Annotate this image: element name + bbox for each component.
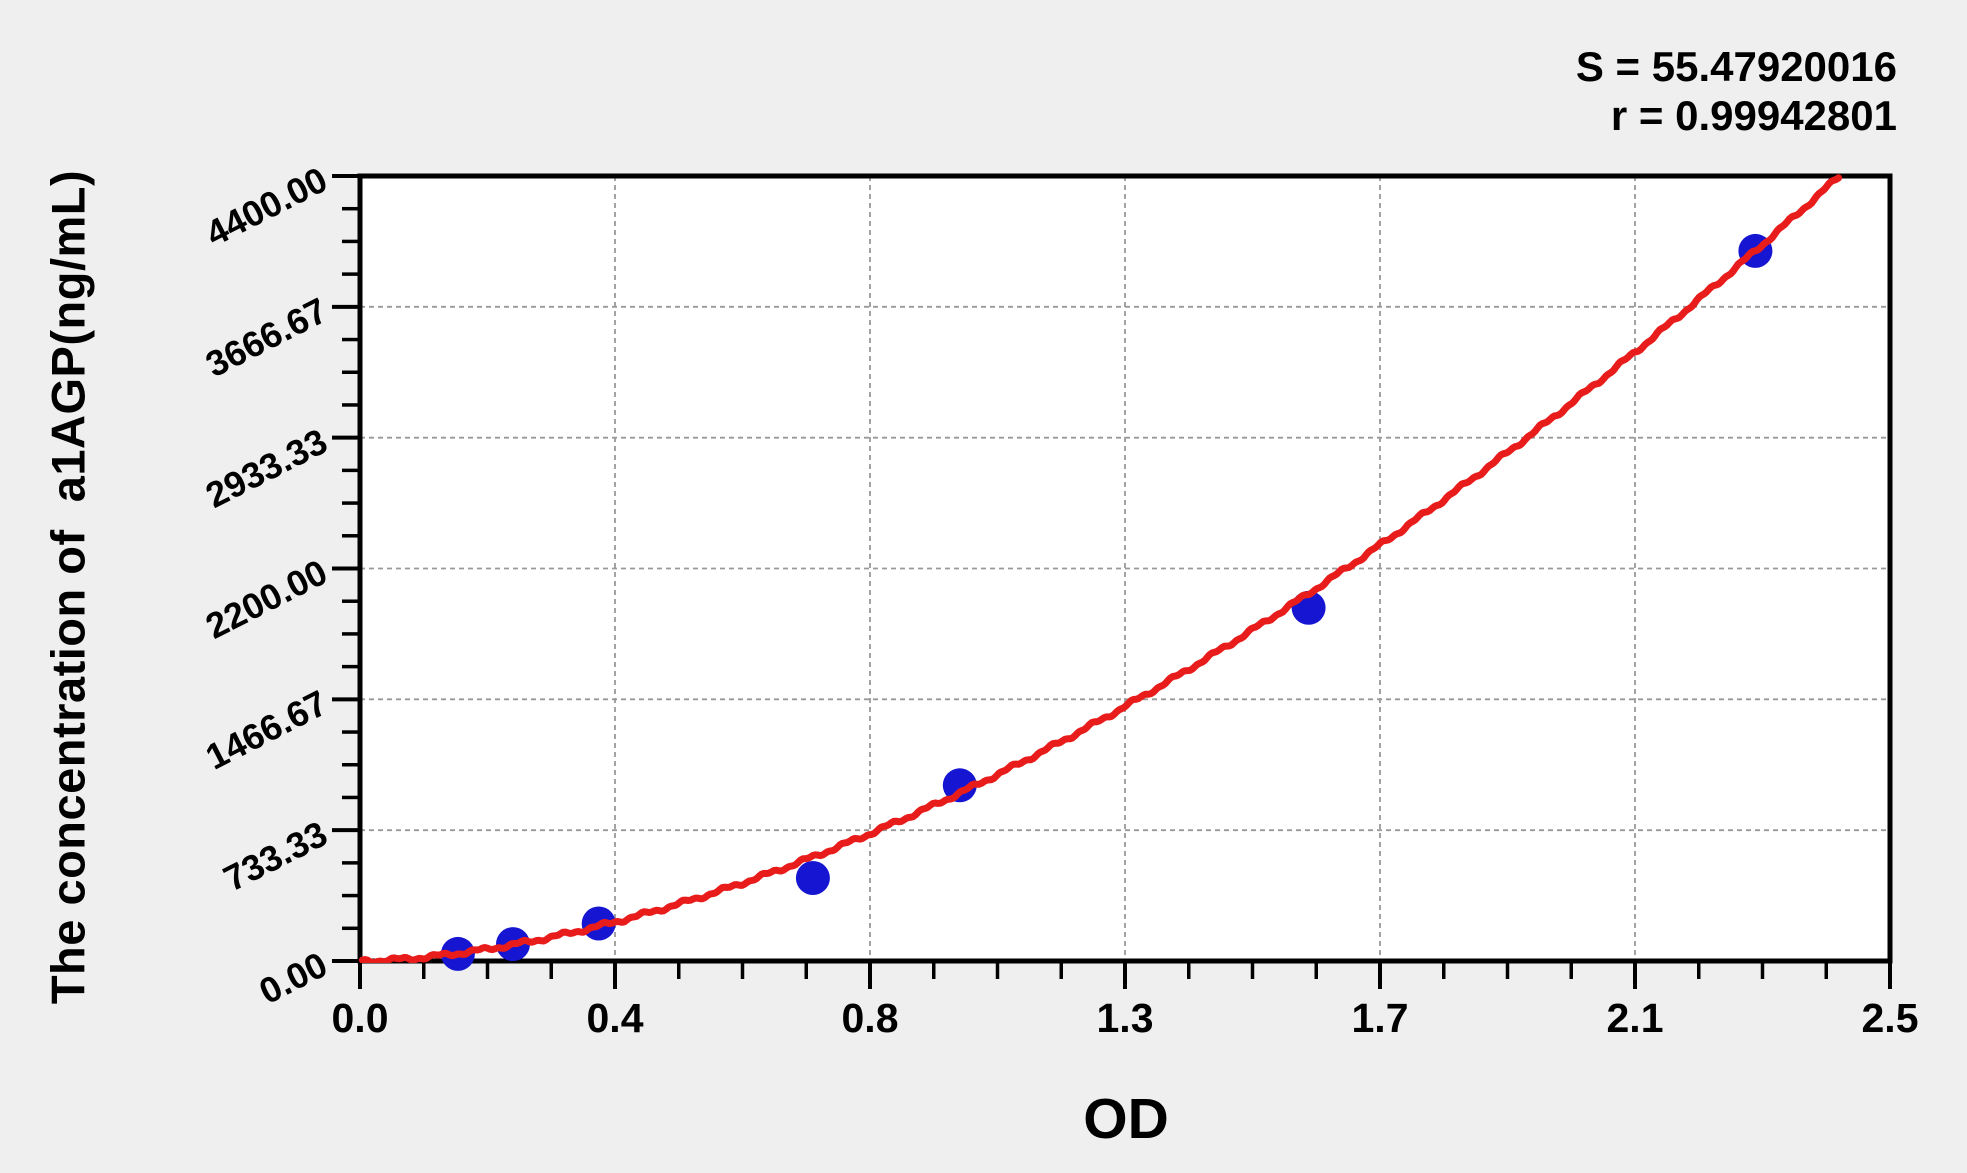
plot-border [357, 173, 1893, 964]
data-point [942, 768, 977, 803]
x-tick-label: 1.3 [1097, 995, 1154, 1041]
x-tick-label: 2.5 [1862, 995, 1919, 1041]
x-tick-label: 0.0 [332, 995, 389, 1041]
y-tick-label: 733.33 [217, 813, 334, 900]
fit-s-value: S = 55.47920016 [1575, 43, 1897, 90]
y-tick-label: 1466.67 [199, 682, 334, 778]
x-tick-label: 0.8 [842, 995, 899, 1041]
x-tick-label: 0.4 [587, 995, 644, 1041]
y-tick-label: 0.00 [253, 944, 334, 1012]
x-axis-title: OD [1083, 1087, 1169, 1151]
fit-r-value: r = 0.99942801 [1610, 92, 1897, 139]
y-tick-label: 4400.00 [199, 159, 334, 255]
y-tick-label: 2200.00 [199, 551, 334, 647]
x-tick-label: 2.1 [1607, 995, 1664, 1041]
y-tick-label: 3666.67 [199, 289, 334, 385]
data-point [795, 861, 830, 895]
y-tick-label: 2933.33 [199, 420, 334, 516]
x-tick-label: 1.7 [1352, 995, 1409, 1041]
fit-curve [358, 174, 1843, 963]
